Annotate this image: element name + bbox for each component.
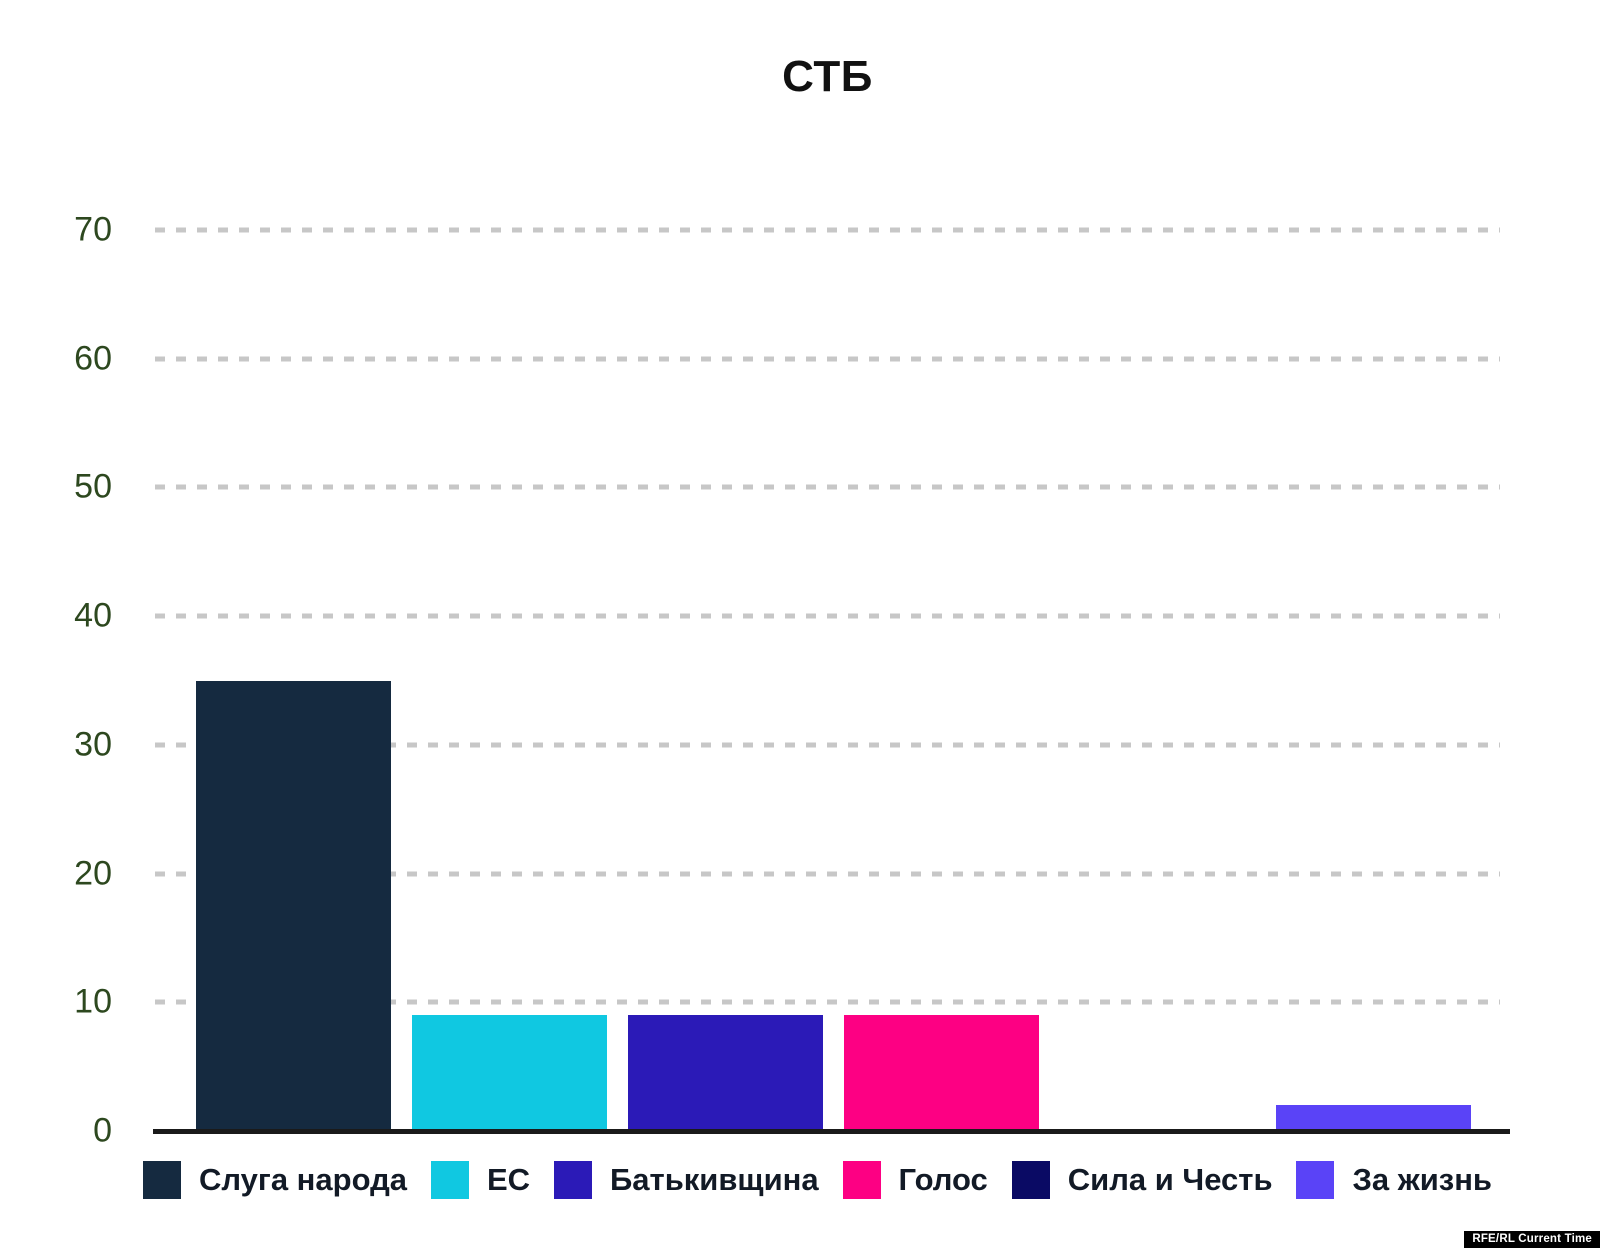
watermark-badge: RFE/RL Current Time (1464, 1231, 1600, 1248)
x-axis-line (153, 1129, 1510, 1134)
legend-label: ЕС (486, 1162, 531, 1197)
legend-item-4: Сила и Честь (1011, 1161, 1273, 1199)
legend-item-3: Голос (842, 1161, 988, 1199)
bar-5 (1276, 1105, 1471, 1131)
legend-label: Слуга народа (199, 1162, 408, 1197)
y-tick-label-50: 50 (74, 467, 112, 506)
gridline-20 (155, 871, 1500, 877)
bar-1 (412, 1015, 607, 1131)
gridline-40 (155, 613, 1500, 619)
legend-item-1: ЕС (430, 1161, 531, 1199)
legend-swatch-icon (1011, 1161, 1050, 1199)
bar-2 (628, 1015, 823, 1131)
legend-label: Голос (898, 1162, 988, 1197)
bar-3 (844, 1015, 1039, 1131)
legend-swatch-icon (554, 1161, 593, 1199)
legend-label: Сила и Честь (1067, 1162, 1273, 1197)
y-tick-label-30: 30 (74, 725, 112, 764)
y-tick-label-40: 40 (74, 596, 112, 635)
legend-label: Батькивщина (610, 1162, 819, 1197)
y-tick-label-0: 0 (93, 1111, 112, 1150)
legend-swatch-icon (143, 1161, 181, 1199)
y-tick-label-10: 10 (74, 982, 112, 1021)
gridline-30 (155, 742, 1500, 748)
plot-area (155, 227, 1500, 1131)
gridline-60 (155, 356, 1500, 362)
bar-0 (196, 680, 391, 1131)
y-tick-label-60: 60 (74, 339, 112, 378)
legend-item-0: Слуга народа (143, 1161, 407, 1199)
chart-title: СТБ (782, 52, 873, 101)
gridline-50 (155, 484, 1500, 490)
gridline-10 (155, 999, 1500, 1005)
legend-item-2: Батькивщина (554, 1161, 819, 1199)
y-tick-label-20: 20 (74, 854, 112, 893)
legend-swatch-icon (430, 1161, 469, 1199)
legend-swatch-icon (842, 1161, 881, 1199)
legend-swatch-icon (1296, 1161, 1335, 1199)
gridline-70 (155, 227, 1500, 233)
legend: Слуга народа ЕС Батькивщина Голос Сила и Чес… (143, 1161, 1492, 1199)
legend-item-5: За жизнь (1296, 1161, 1492, 1199)
legend-label: За жизнь (1352, 1162, 1492, 1197)
y-tick-label-70: 70 (74, 210, 112, 249)
